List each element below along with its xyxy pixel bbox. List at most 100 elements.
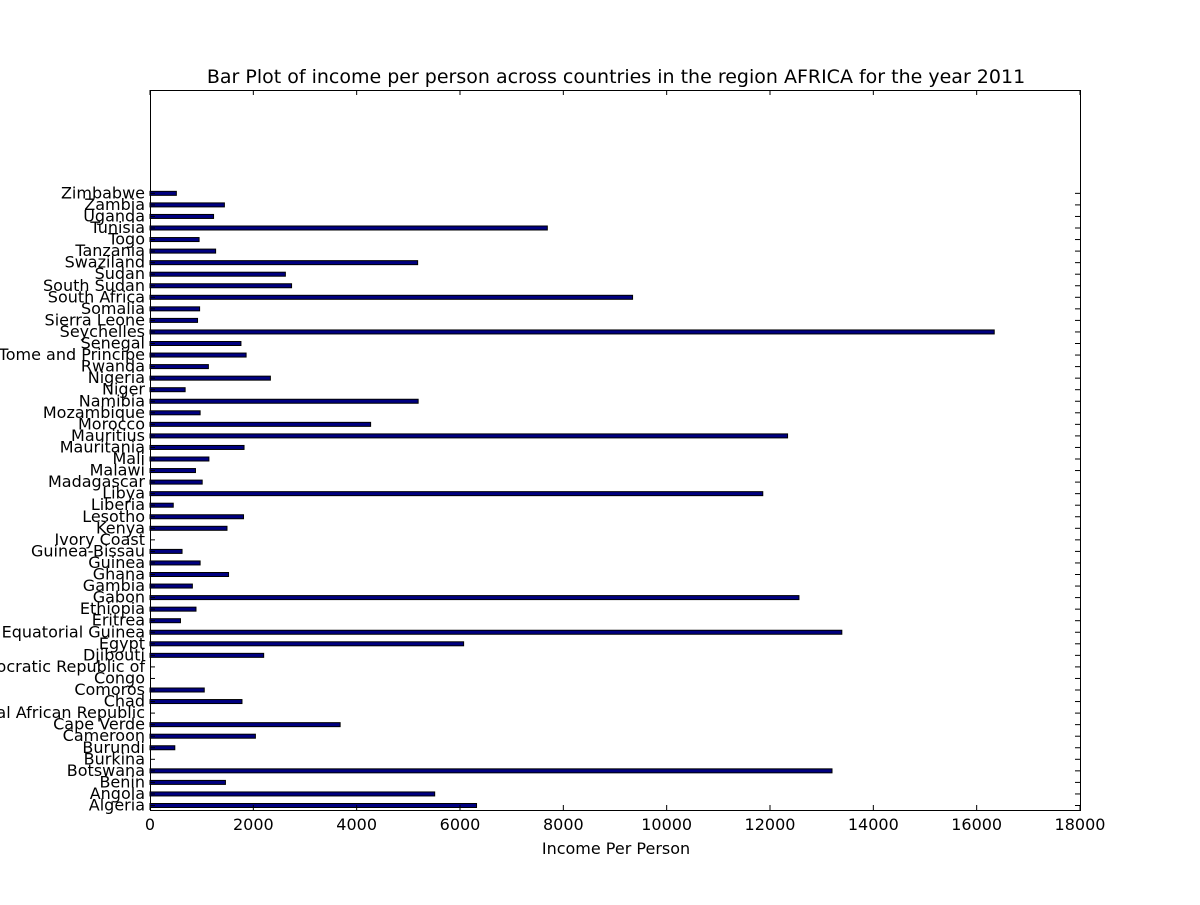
y-tick-label: Democratic Republic of [0, 657, 145, 676]
y-tick-label: Zambia [84, 195, 145, 214]
y-tick-label: Tanzania [74, 241, 145, 260]
x-tick-label: 18000 [1055, 815, 1106, 834]
bar-somalia [149, 306, 201, 312]
y-tick-label: Central African Republic [0, 703, 145, 722]
y-tick-label: Eritrea [92, 611, 145, 630]
y-tick-label: Guinea [88, 553, 145, 572]
y-tick-label: Zimbabwe [61, 183, 145, 202]
bar-mozambique [149, 410, 201, 416]
bar-madagascar [149, 479, 203, 485]
y-tick-label: Ghana [93, 565, 145, 584]
bar-gambia [149, 583, 193, 589]
plot-frame [150, 90, 1081, 811]
x-tick-label: 0 [145, 815, 155, 834]
bar-rwanda [149, 364, 209, 370]
y-tick-label: Cape Verde [53, 715, 145, 734]
bar-zambia [149, 202, 225, 208]
y-tick-label: Equatorial Guinea [2, 622, 145, 641]
y-tick-label: Djibouti [83, 645, 145, 664]
y-tick-label: Somalia [81, 299, 145, 318]
x-axis-label: Income Per Person [542, 839, 690, 858]
y-tick-label: Gambia [83, 576, 145, 595]
y-tick-label: Burundi [82, 738, 145, 757]
y-tick-label: Seychelles [60, 322, 145, 341]
bar-ghana [149, 572, 230, 577]
bar-comoros [149, 687, 205, 693]
y-tick-label: Botswana [67, 761, 145, 780]
bar-egypt [149, 641, 465, 647]
y-tick-label: Chad [104, 692, 145, 711]
bar-morocco [149, 421, 372, 427]
x-tick-label: 8000 [543, 815, 584, 834]
x-tick-label: 2000 [233, 815, 274, 834]
y-tick-label: Tunisia [89, 218, 145, 237]
bar-ethiopia [149, 606, 197, 612]
bar-tanzania [149, 248, 217, 254]
y-tick-label: Togo [107, 230, 145, 249]
y-tick-label: Malawi [90, 461, 145, 480]
y-tick-label: Ivory Coast [55, 530, 145, 549]
bar-sierra-leone [149, 317, 199, 323]
bar-namibia [149, 398, 419, 404]
bar-angola [149, 791, 436, 797]
y-tick-label: Algeria [89, 796, 145, 815]
bar-cameroon [149, 733, 256, 739]
y-tick-label: South Africa [48, 287, 145, 306]
y-tick-label: Angola [90, 784, 145, 803]
y-tick-label: Ethiopia [80, 599, 145, 618]
y-tick-label: Kenya [96, 518, 145, 537]
y-tick-label: Uganda [83, 206, 145, 225]
y-tick-label: Libya [102, 484, 145, 503]
x-axis: 0 2000 4000 6000 8000 10000 12000 14000 16000 180… [145, 90, 1106, 834]
x-tick-label: 12000 [745, 815, 796, 834]
bar-gabon [149, 595, 800, 601]
bar-niger [149, 387, 186, 393]
y-tick-label: Comoros [74, 680, 145, 699]
bar-guinea [149, 560, 201, 566]
y-tick-label: Swaziland [65, 253, 145, 272]
bar-south-sudan [149, 283, 293, 289]
bar-algeria [149, 803, 478, 808]
y-tick-label: Liberia [91, 495, 145, 514]
bar-libya [149, 491, 764, 497]
bar-sao-tome-and-principe [149, 352, 247, 358]
bar-south-africa [149, 294, 634, 300]
y-tick-label: Sudan [95, 264, 145, 283]
x-tick-label: 10000 [641, 815, 692, 834]
y-tick-label: Mauritius [71, 426, 145, 445]
y-tick-label: Nigeria [88, 368, 145, 387]
chart-title: Bar Plot of income per person across cou… [207, 66, 1025, 88]
y-tick-label: Morocco [78, 414, 145, 433]
bar-djibouti [149, 652, 265, 658]
x-tick-label: 6000 [440, 815, 481, 834]
bar-togo [149, 237, 200, 243]
bar-mauritius [149, 433, 789, 439]
bars-group [149, 190, 995, 808]
y-tick-label: Egypt [99, 634, 145, 653]
x-tick-label: 4000 [336, 815, 377, 834]
y-tick-label: Sao Tome and Principe [0, 345, 145, 364]
bar-kenya [149, 525, 228, 531]
x-tick-label: 14000 [848, 815, 899, 834]
bar-benin [149, 779, 226, 785]
bar-cape-verde [149, 722, 341, 728]
y-tick-label: Niger [102, 380, 145, 399]
y-tick-label: Mauritania [60, 437, 145, 456]
y-tick-label: Senegal [81, 334, 145, 353]
y-tick-label: Cameroon [63, 726, 145, 745]
y-tick-label: Rwanda [81, 357, 145, 376]
bar-malawi [149, 468, 196, 474]
y-tick-label: Lesotho [82, 507, 145, 526]
bar-tunisia [149, 225, 548, 231]
y-tick-label: Madagascar [48, 472, 145, 491]
y-tick-label: Benin [99, 772, 145, 791]
bar-seychelles [149, 329, 995, 335]
x-tick-label: 16000 [951, 815, 1002, 834]
y-tick-label: Mali [113, 449, 146, 468]
bar-mali [149, 456, 210, 462]
bar-chad [149, 699, 243, 705]
bar-equatorial-guinea [149, 629, 843, 635]
bar-botswana [149, 768, 833, 774]
